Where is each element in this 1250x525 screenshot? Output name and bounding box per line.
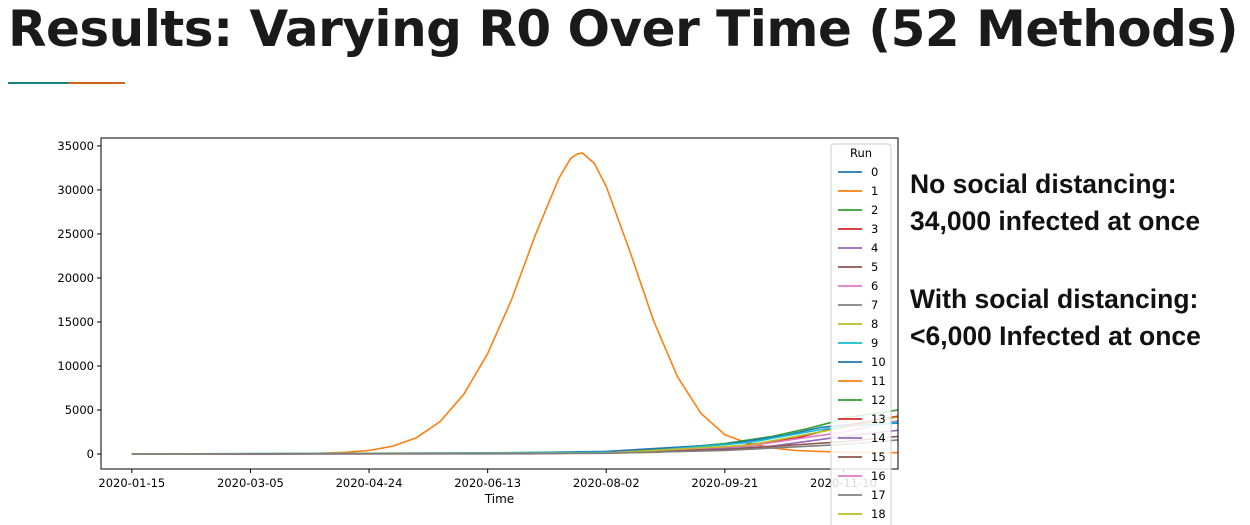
slide-title: Results: Varying R0 Over Time (52 Method… (8, 0, 1239, 58)
legend-label-9: 9 (871, 336, 878, 350)
legend-label-18: 18 (871, 507, 886, 521)
series-line-run-7 (131, 439, 898, 455)
legend-title: Run (850, 146, 872, 160)
legend-box (830, 143, 892, 525)
note-distancing-value: <6,000 Infected at once (910, 321, 1201, 351)
chart-axes: 0 5000 10000 15000 20000 25000 30000 35000 2020-… (57, 139, 876, 506)
y-tick-label: 30000 (57, 183, 94, 197)
legend-label-2: 2 (871, 203, 878, 217)
result-notes: No social distancing: 34,000 infected at… (910, 166, 1248, 355)
x-tick-label: 2020-03-05 (217, 476, 284, 490)
y-tick-label: 5000 (65, 403, 94, 417)
legend-label-11: 11 (871, 374, 886, 388)
legend-label-14: 14 (871, 431, 886, 445)
legend-label-5: 5 (871, 260, 878, 274)
x-tick-label: 2020-06-13 (454, 476, 521, 490)
y-tick-label: 0 (87, 447, 94, 461)
legend-label-13: 13 (871, 412, 886, 426)
x-tick-label: 2020-09-21 (691, 476, 758, 490)
series-line-run-1 (131, 152, 898, 455)
x-tick-label: 2020-01-15 (98, 476, 165, 490)
y-tick-label: 10000 (57, 359, 94, 373)
chart-series-lines (131, 152, 898, 455)
legend-label-17: 17 (871, 488, 886, 502)
y-tick-label: 35000 (57, 139, 94, 153)
title-accent-rule-orange (68, 82, 125, 84)
note-distancing-heading: With social distancing: (910, 284, 1199, 314)
legend-label-12: 12 (871, 393, 886, 407)
y-tick-label: 15000 (57, 315, 94, 329)
legend-label-3: 3 (871, 222, 878, 236)
x-tick-label: 2020-04-24 (336, 476, 403, 490)
y-tick-label: 20000 (57, 271, 94, 285)
legend-label-16: 16 (871, 469, 886, 483)
legend-label-8: 8 (871, 317, 878, 331)
title-accent-rule-teal (8, 82, 68, 84)
plot-frame (100, 137, 899, 470)
legend-label-1: 1 (871, 184, 878, 198)
note-no-distancing-value: 34,000 infected at once (910, 206, 1201, 236)
note-no-distancing-heading: No social distancing: (910, 169, 1177, 199)
legend-label-7: 7 (871, 298, 878, 312)
legend-label-15: 15 (871, 450, 886, 464)
legend-label-6: 6 (871, 279, 878, 293)
y-tick-label: 25000 (57, 227, 94, 241)
x-axis-label: Time (484, 492, 514, 506)
legend-label-0: 0 (871, 165, 878, 179)
x-tick-label: 2020-08-02 (573, 476, 640, 490)
legend-label-10: 10 (871, 355, 886, 369)
legend-label-4: 4 (871, 241, 878, 255)
